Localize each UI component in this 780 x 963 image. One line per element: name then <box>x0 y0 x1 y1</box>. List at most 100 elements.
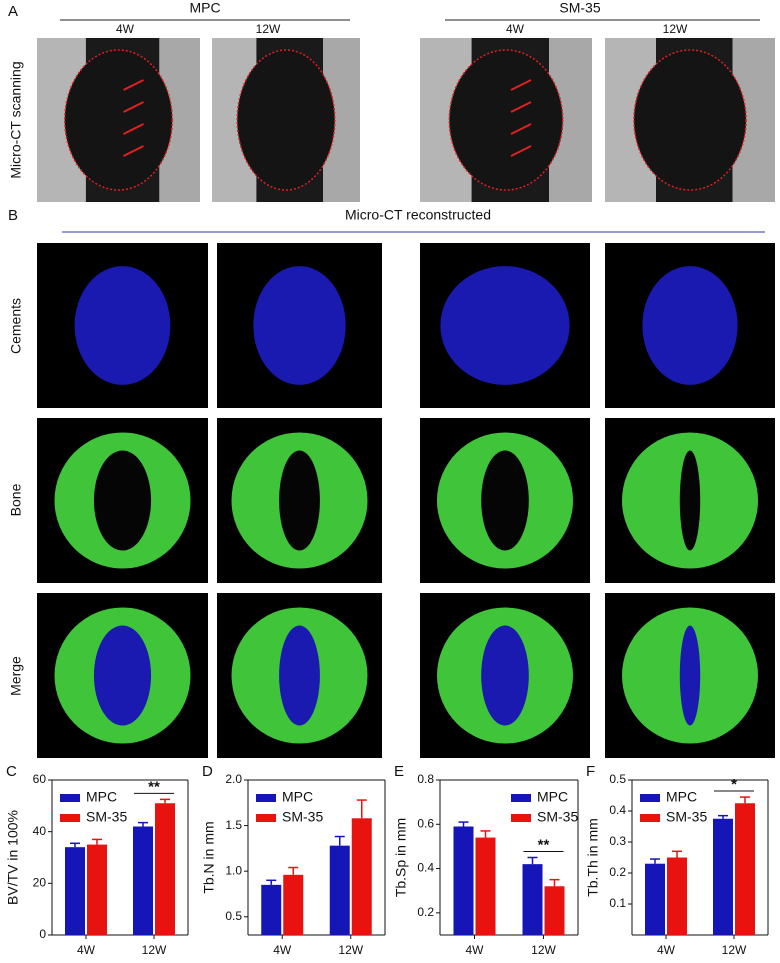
legend-swatch <box>256 814 276 822</box>
y-axis-label: Tb.Th in mm <box>585 818 601 897</box>
group-title: SM-35 <box>559 0 600 16</box>
y-tick-label: 0.5 <box>225 909 242 923</box>
ct-defect <box>448 49 564 191</box>
arrow <box>510 123 532 135</box>
arrow <box>510 145 532 157</box>
bar <box>155 803 175 935</box>
y-tick-label: 0 <box>39 927 46 941</box>
row-label: Bone <box>8 483 24 516</box>
legend-label: SM-35 <box>666 809 707 825</box>
legend-label: SM-35 <box>86 809 127 825</box>
bar <box>65 847 85 935</box>
legend-label: MPC <box>282 789 313 805</box>
arrow <box>123 123 144 135</box>
y-tick-label: 0.2 <box>417 905 434 919</box>
bar <box>713 818 733 935</box>
y-tick-label: 2.0 <box>225 772 242 786</box>
defect-render <box>93 625 152 726</box>
y-tick-label: 0.2 <box>609 865 626 879</box>
legend-label: MPC <box>537 789 568 805</box>
legend-swatch <box>511 794 531 802</box>
defect-render <box>279 625 320 726</box>
legend-swatch <box>256 794 276 802</box>
ct-defect <box>63 49 174 191</box>
y-axis-label: Tb.Sp in mm <box>393 818 409 897</box>
x-tick-label: 4W <box>466 943 485 957</box>
cement-render <box>440 266 570 385</box>
y-tick-label: 1.0 <box>225 863 242 877</box>
panel-label: E <box>394 763 404 780</box>
significance: ** <box>148 778 160 795</box>
bar <box>351 818 372 935</box>
ct-defect <box>236 49 336 191</box>
y-tick-label: 40 <box>33 824 47 838</box>
legend-swatch <box>640 814 660 822</box>
y-tick-label: 1.5 <box>225 818 242 832</box>
bar <box>667 857 687 935</box>
bar <box>87 844 107 935</box>
arrow <box>123 79 144 91</box>
defect-render <box>679 450 701 551</box>
y-tick-label: 0.6 <box>417 816 434 830</box>
x-tick-label: 4W <box>657 943 676 957</box>
cement-render <box>642 266 738 385</box>
column-label: 12W <box>663 22 688 36</box>
bar <box>475 837 496 935</box>
y-tick-label: 0.3 <box>609 834 626 848</box>
y-tick-label: 0.1 <box>609 896 626 910</box>
ct-defect <box>633 49 747 191</box>
bar <box>522 864 543 935</box>
legend-label: SM-35 <box>537 809 578 825</box>
panel-label: C <box>6 763 17 780</box>
bar <box>329 845 350 935</box>
x-tick-label: 4W <box>77 943 96 957</box>
y-tick-label: 20 <box>33 876 47 890</box>
row-label: Micro-CT scanning <box>8 61 24 178</box>
bar <box>261 884 282 935</box>
y-tick-label: 60 <box>33 772 47 786</box>
arrow <box>510 79 532 91</box>
section-title: Micro-CT reconstructed <box>345 207 491 223</box>
arrow <box>510 101 532 113</box>
y-axis-label: BV/TV in 100% <box>5 810 21 905</box>
defect-render <box>679 625 701 726</box>
y-tick-label: 0.5 <box>609 772 626 786</box>
x-tick-label: 12W <box>338 943 363 957</box>
group-title: MPC <box>189 0 220 16</box>
y-tick-label: 0.4 <box>609 803 626 817</box>
legend-swatch <box>640 794 660 802</box>
row-label: Merge <box>8 656 24 696</box>
bar <box>133 826 153 935</box>
column-label: 4W <box>506 22 525 36</box>
cement-render <box>74 266 171 385</box>
panel-label: F <box>586 763 595 780</box>
y-tick-label: 0.8 <box>417 772 434 786</box>
panel-label: D <box>202 763 213 780</box>
x-tick-label: 12W <box>722 943 747 957</box>
cement-render <box>253 266 346 385</box>
defect-render <box>93 450 152 551</box>
bar <box>453 826 474 935</box>
bar <box>735 803 755 935</box>
panel-label: A <box>8 3 18 20</box>
row-label: Cements <box>8 298 24 354</box>
x-tick-label: 4W <box>273 943 292 957</box>
column-label: 4W <box>116 22 135 36</box>
legend-label: MPC <box>86 789 117 805</box>
legend-swatch <box>60 794 80 802</box>
bar <box>645 863 665 935</box>
legend-label: SM-35 <box>282 809 323 825</box>
y-axis-label: Tb.N in mm <box>201 821 217 893</box>
x-tick-label: 12W <box>142 943 167 957</box>
legend-swatch <box>60 814 80 822</box>
arrow <box>123 101 144 113</box>
significance: * <box>731 776 737 793</box>
bar <box>544 886 565 935</box>
legend-label: MPC <box>666 789 697 805</box>
y-tick-label: 0.4 <box>417 861 434 875</box>
x-tick-label: 12W <box>531 943 556 957</box>
bar <box>283 874 304 935</box>
arrow <box>123 145 144 157</box>
significance: ** <box>538 836 550 853</box>
